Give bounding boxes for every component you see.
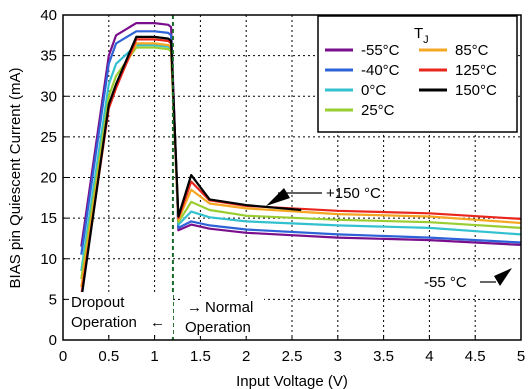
annotation-dropout-line1: Dropout	[71, 294, 125, 311]
legend-title: TJ	[414, 25, 429, 46]
y-tick-label: 20	[40, 170, 57, 187]
y-tick-label: 0	[49, 332, 57, 349]
x-tick-label: 2	[242, 348, 250, 365]
series-layer	[80, 22, 522, 300]
x-tick-label: 1	[150, 348, 158, 365]
legend-label-85°C: 85°C	[455, 42, 489, 59]
legend-label-25°C: 25°C	[361, 102, 395, 119]
x-tick-label: 0.5	[98, 348, 119, 365]
annotation-minus55c: -55 °C	[418, 268, 512, 292]
legend-label--55°C: -55°C	[361, 42, 400, 59]
series-line-150°C	[80, 35, 302, 300]
x-tick-label: 3	[334, 348, 342, 365]
legend-box	[317, 15, 518, 133]
annotation-dropout: Dropout Operation ←	[69, 292, 173, 334]
y-tick-label: 35	[40, 48, 57, 65]
x-tick-label: 3.5	[373, 348, 394, 365]
y-tick-label: 30	[40, 88, 57, 105]
legend-label-0°C: 0°C	[361, 82, 386, 99]
y-tick-label: 40	[40, 7, 57, 24]
y-axis-title: BIAS pin Quiescent Current (mA)	[7, 68, 24, 289]
annotation-minus55c-bg	[418, 270, 480, 292]
annotation-minus55c-arrowhead	[494, 268, 512, 286]
legend: TJ -55°C -40°C 0°C 25°C 85°C 125°C 150°C	[317, 15, 518, 133]
x-tick-label: 0	[59, 348, 67, 365]
annotation-normal-line2: Operation	[185, 319, 251, 336]
annotation-150c: +150 °C	[266, 185, 381, 206]
annotation-dropout-line2: Operation	[71, 314, 137, 331]
annotation-dropout-arrow: ←	[150, 314, 165, 331]
annotation-normal-line1: Normal	[205, 299, 253, 316]
x-tick-label: 2.5	[282, 348, 303, 365]
x-tick-label: 1.5	[190, 348, 211, 365]
tick-layer: 0 0.5 1 1.5 2 2.5 3 3.5 4 4.5 5 0 5 10 15 20 25 30 35 40	[40, 7, 525, 365]
annotation-normal: → Normal Operation	[182, 296, 264, 336]
legend-label-125°C: 125°C	[455, 62, 497, 79]
legend-label--40°C: -40°C	[361, 62, 400, 79]
annotation-150c-arrowhead	[266, 188, 290, 206]
y-tick-label: 25	[40, 129, 57, 146]
legend-label-150°C: 150°C	[455, 82, 497, 99]
annotation-normal-arrow: →	[187, 299, 202, 316]
y-tick-label: 15	[40, 210, 57, 227]
annotation-150c-label: +150 °C	[326, 185, 381, 202]
y-tick-label: 10	[40, 251, 57, 268]
x-tick-label: 4	[425, 348, 433, 365]
y-tick-label: 5	[49, 291, 57, 308]
legend-items: -55°C -40°C 0°C 25°C 85°C 125°C 150°C	[325, 42, 497, 119]
annotation-dropout-bg	[69, 292, 173, 334]
x-tick-label: 5	[517, 348, 525, 365]
x-tick-label: 4.5	[465, 348, 486, 365]
annotation-normal-bg	[182, 296, 264, 336]
x-axis-title: Input Voltage (V)	[236, 373, 348, 389]
annotation-minus55c-label: -55 °C	[424, 274, 467, 291]
